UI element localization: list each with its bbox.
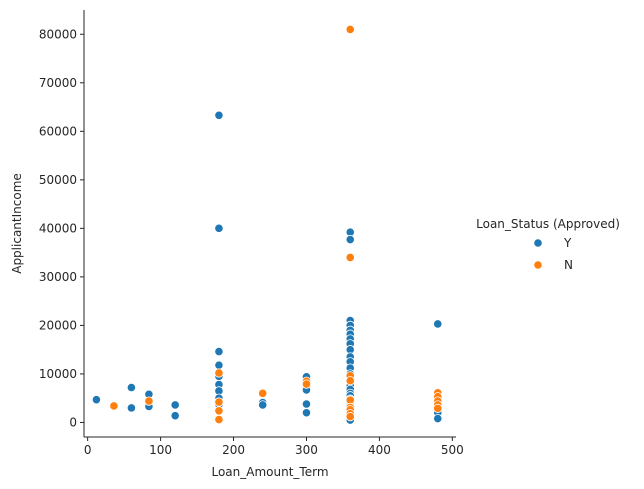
data-point-n xyxy=(214,368,224,378)
data-point-n xyxy=(345,376,355,386)
legend-entries: YN xyxy=(533,236,573,272)
y-tick-label: 70000 xyxy=(39,76,77,90)
data-point-n xyxy=(214,414,224,425)
data-point-n xyxy=(258,388,268,398)
data-point-y xyxy=(126,403,137,413)
data-point-y xyxy=(214,346,224,357)
data-point-y xyxy=(170,400,180,410)
data-point-y xyxy=(301,399,312,409)
legend: Loan_Status (Approved) YN xyxy=(476,217,620,272)
data-point-y xyxy=(345,234,355,245)
x-tick-label: 100 xyxy=(149,443,172,457)
data-point-y xyxy=(214,360,224,370)
data-point-n xyxy=(345,412,355,422)
data-point-y xyxy=(214,223,224,233)
x-tick-label: 200 xyxy=(222,443,245,457)
legend-marker xyxy=(533,238,543,248)
data-point-y xyxy=(301,408,312,418)
data-point-n xyxy=(109,401,119,411)
legend-title: Loan_Status (Approved) xyxy=(476,217,620,231)
data-point-n xyxy=(433,403,443,413)
data-point-y xyxy=(214,110,224,120)
legend-label: N xyxy=(564,258,573,272)
y-axis-label: ApplicantIncome xyxy=(10,173,24,274)
axes: 0 100 200 300 400 500 0 10000 20000 30000 40000 50… xyxy=(10,10,464,479)
y-tick-label: 50000 xyxy=(39,173,77,187)
data-point-y xyxy=(433,319,443,329)
data-point-n xyxy=(144,396,154,406)
y-tick-label: 60000 xyxy=(39,124,77,138)
data-point-n xyxy=(345,24,355,35)
data-point-y xyxy=(170,411,180,421)
data-point-n xyxy=(214,406,224,416)
y-ticks: 0 10000 20000 30000 40000 50000 60000 70000 8000… xyxy=(39,27,84,429)
plot-area xyxy=(91,24,443,425)
y-tick-label: 80000 xyxy=(39,27,77,41)
x-ticks: 0 100 200 300 400 500 xyxy=(84,437,464,457)
data-point-n xyxy=(345,252,355,263)
data-point-y xyxy=(433,413,443,424)
data-point-y xyxy=(91,395,102,405)
x-axis-label: Loan_Amount_Term xyxy=(211,465,328,479)
data-point-y xyxy=(126,382,137,393)
data-point-n xyxy=(214,397,224,407)
y-tick-label: 10000 xyxy=(39,367,77,381)
data-point-n xyxy=(301,379,312,389)
x-tick-label: 500 xyxy=(441,443,464,457)
legend-label: Y xyxy=(563,236,572,250)
legend-marker xyxy=(533,260,543,270)
data-point-y xyxy=(258,400,268,410)
y-tick-label: 0 xyxy=(69,415,77,429)
x-tick-label: 300 xyxy=(295,443,318,457)
y-tick-label: 40000 xyxy=(39,221,77,235)
y-tick-label: 20000 xyxy=(39,318,77,332)
x-tick-label: 400 xyxy=(368,443,391,457)
y-tick-label: 30000 xyxy=(39,270,77,284)
x-tick-label: 0 xyxy=(84,443,92,457)
